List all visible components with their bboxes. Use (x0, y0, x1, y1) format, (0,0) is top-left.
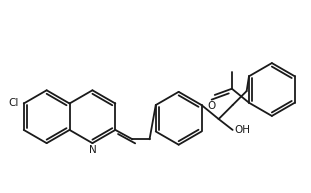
Text: Cl: Cl (9, 98, 19, 108)
Text: N: N (89, 145, 97, 155)
Text: OH: OH (234, 125, 250, 135)
Text: O: O (207, 101, 216, 111)
